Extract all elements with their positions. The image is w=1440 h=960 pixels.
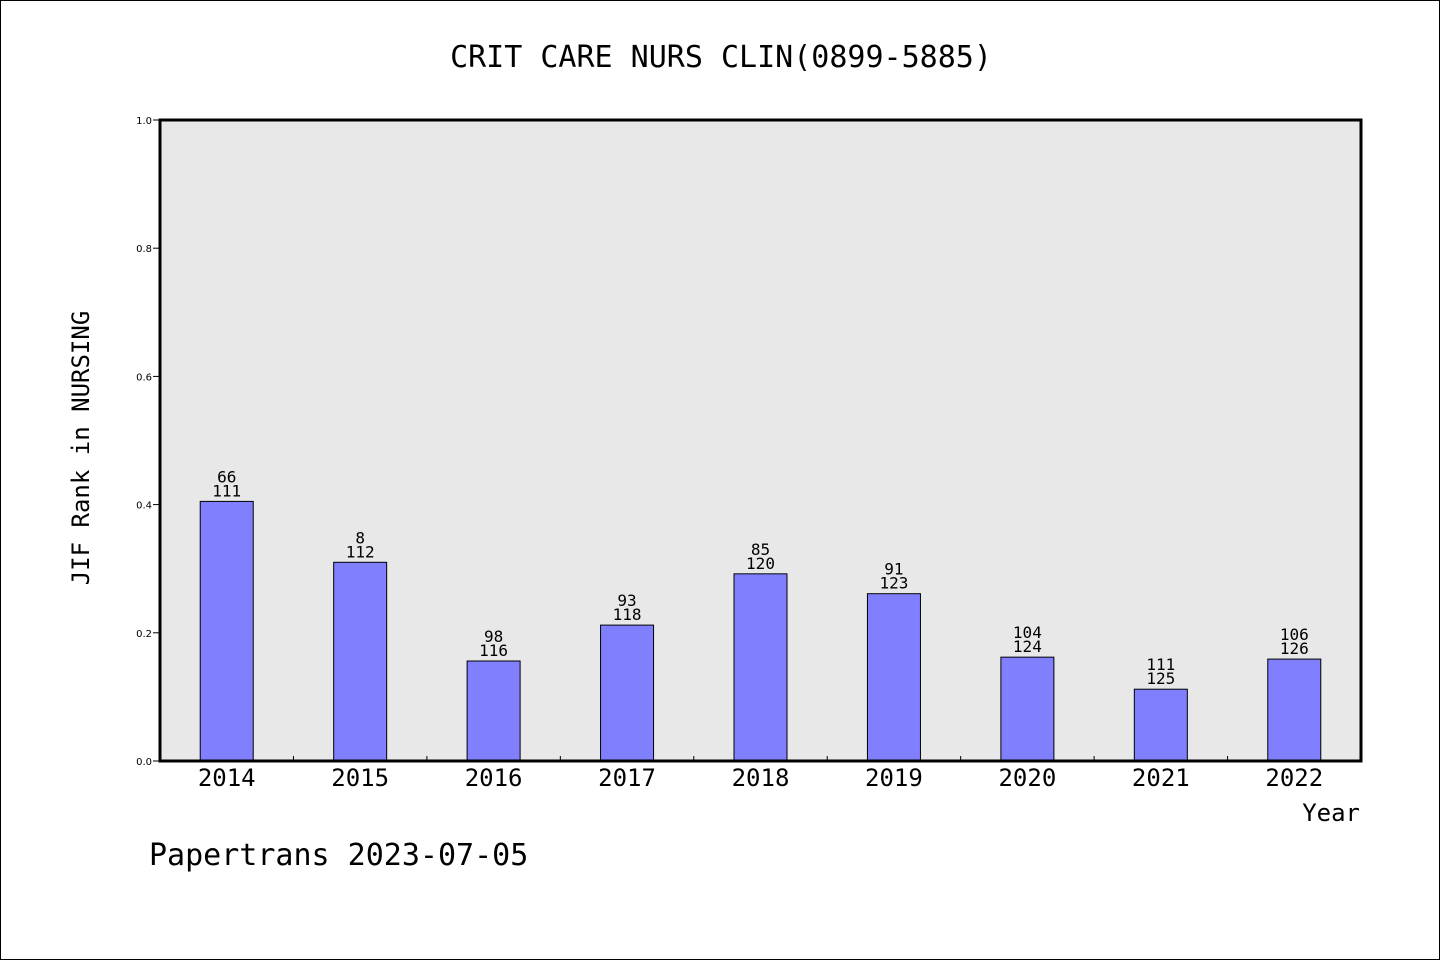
y-tick-label: 0.2 — [136, 629, 152, 640]
y-tick-label: 0.0 — [136, 757, 152, 768]
bar-rank-label: 93 — [617, 591, 636, 610]
bar-2016 — [466, 660, 521, 762]
bar-rank-label: 66 — [217, 467, 236, 486]
x-tick-label: 2016 — [465, 764, 523, 792]
bar-2014 — [199, 500, 254, 762]
x-tick-label: 2017 — [598, 764, 656, 792]
bar-rank-label: 104 — [1013, 623, 1042, 642]
bar-total-label: 123 — [879, 574, 908, 593]
bar-2018 — [733, 573, 788, 762]
x-tick-label: 2020 — [998, 764, 1056, 792]
x-tick-label: 2018 — [732, 764, 790, 792]
bar-rank-label: 111 — [1146, 655, 1175, 674]
bar-2022 — [1267, 658, 1322, 762]
bar-2015 — [333, 561, 388, 762]
x-axis-ticks: 2014 2015 2016 2017 2018 2019 2020 2021 2022 — [198, 756, 1323, 792]
bar-2017 — [600, 624, 655, 762]
bar-rank-label: 8 — [355, 528, 365, 547]
y-tick-label: 1.0 — [136, 116, 152, 127]
bar-total-label: 116 — [479, 641, 508, 660]
y-axis-ticks: 0.0 0.2 0.4 0.6 0.8 1.0 — [136, 116, 160, 768]
x-tick-label: 2019 — [865, 764, 923, 792]
bar-2021 — [1133, 688, 1188, 762]
y-axis-title: JIF Rank in NURSING — [67, 311, 95, 586]
bar-total-label: 126 — [1280, 639, 1309, 658]
y-tick-label: 0.8 — [136, 244, 152, 255]
bar-total-label: 120 — [746, 554, 775, 573]
bar-rank-label: 106 — [1280, 625, 1309, 644]
bar-total-label: 118 — [613, 605, 642, 624]
x-axis-title: Year — [1302, 799, 1360, 827]
x-tick-label: 2022 — [1265, 764, 1323, 792]
bar-total-label: 125 — [1146, 669, 1175, 688]
bar-2020 — [1000, 656, 1055, 762]
bars — [199, 500, 1322, 762]
bar-rank-label: 85 — [751, 540, 770, 559]
bar-total-label: 124 — [1013, 637, 1042, 656]
footer-credit: Papertrans 2023-07-05 — [149, 838, 528, 873]
bar-rank-label: 98 — [484, 627, 503, 646]
x-tick-label: 2015 — [331, 764, 389, 792]
chart-title: CRIT CARE NURS CLIN(0899-5885) — [450, 40, 992, 75]
y-tick-label: 0.4 — [136, 501, 152, 512]
bar-2019 — [866, 593, 921, 762]
y-tick-label: 0.6 — [136, 372, 152, 383]
x-tick-label: 2021 — [1132, 764, 1190, 792]
bar-total-label: 111 — [212, 481, 241, 500]
x-tick-label: 2014 — [198, 764, 256, 792]
bar-total-label: 112 — [346, 542, 375, 561]
bar-rank-label: 91 — [884, 560, 903, 579]
plot-frame — [158, 118, 1363, 763]
